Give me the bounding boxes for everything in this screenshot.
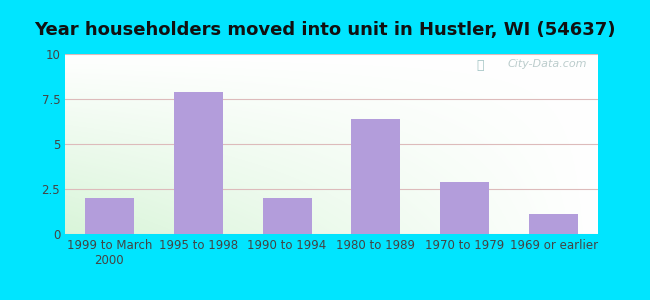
Bar (174, 92, 223, 234)
Bar (85, 198, 134, 234)
Text: Year householders moved into unit in Hustler, WI (54637): Year householders moved into unit in Hus… (34, 21, 616, 39)
Bar (263, 198, 311, 234)
Bar (352, 119, 400, 234)
Text: ⦿: ⦿ (476, 59, 484, 72)
Bar (440, 182, 489, 234)
Bar (529, 214, 578, 234)
Text: City-Data.com: City-Data.com (508, 59, 588, 69)
